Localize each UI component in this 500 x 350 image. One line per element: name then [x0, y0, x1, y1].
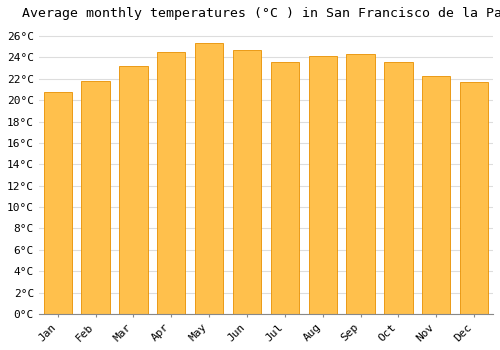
Bar — [384, 62, 412, 314]
Bar — [308, 56, 337, 314]
Bar — [460, 82, 488, 314]
Bar — [346, 54, 375, 314]
Bar — [422, 76, 450, 314]
Bar — [270, 62, 299, 314]
Bar — [82, 81, 110, 314]
Bar — [157, 52, 186, 314]
Bar — [233, 50, 261, 314]
Title: Average monthly temperatures (°C ) in San Francisco de la Paz: Average monthly temperatures (°C ) in Sa… — [22, 7, 500, 20]
Bar — [119, 66, 148, 314]
Bar — [195, 43, 224, 314]
Bar — [44, 92, 72, 314]
